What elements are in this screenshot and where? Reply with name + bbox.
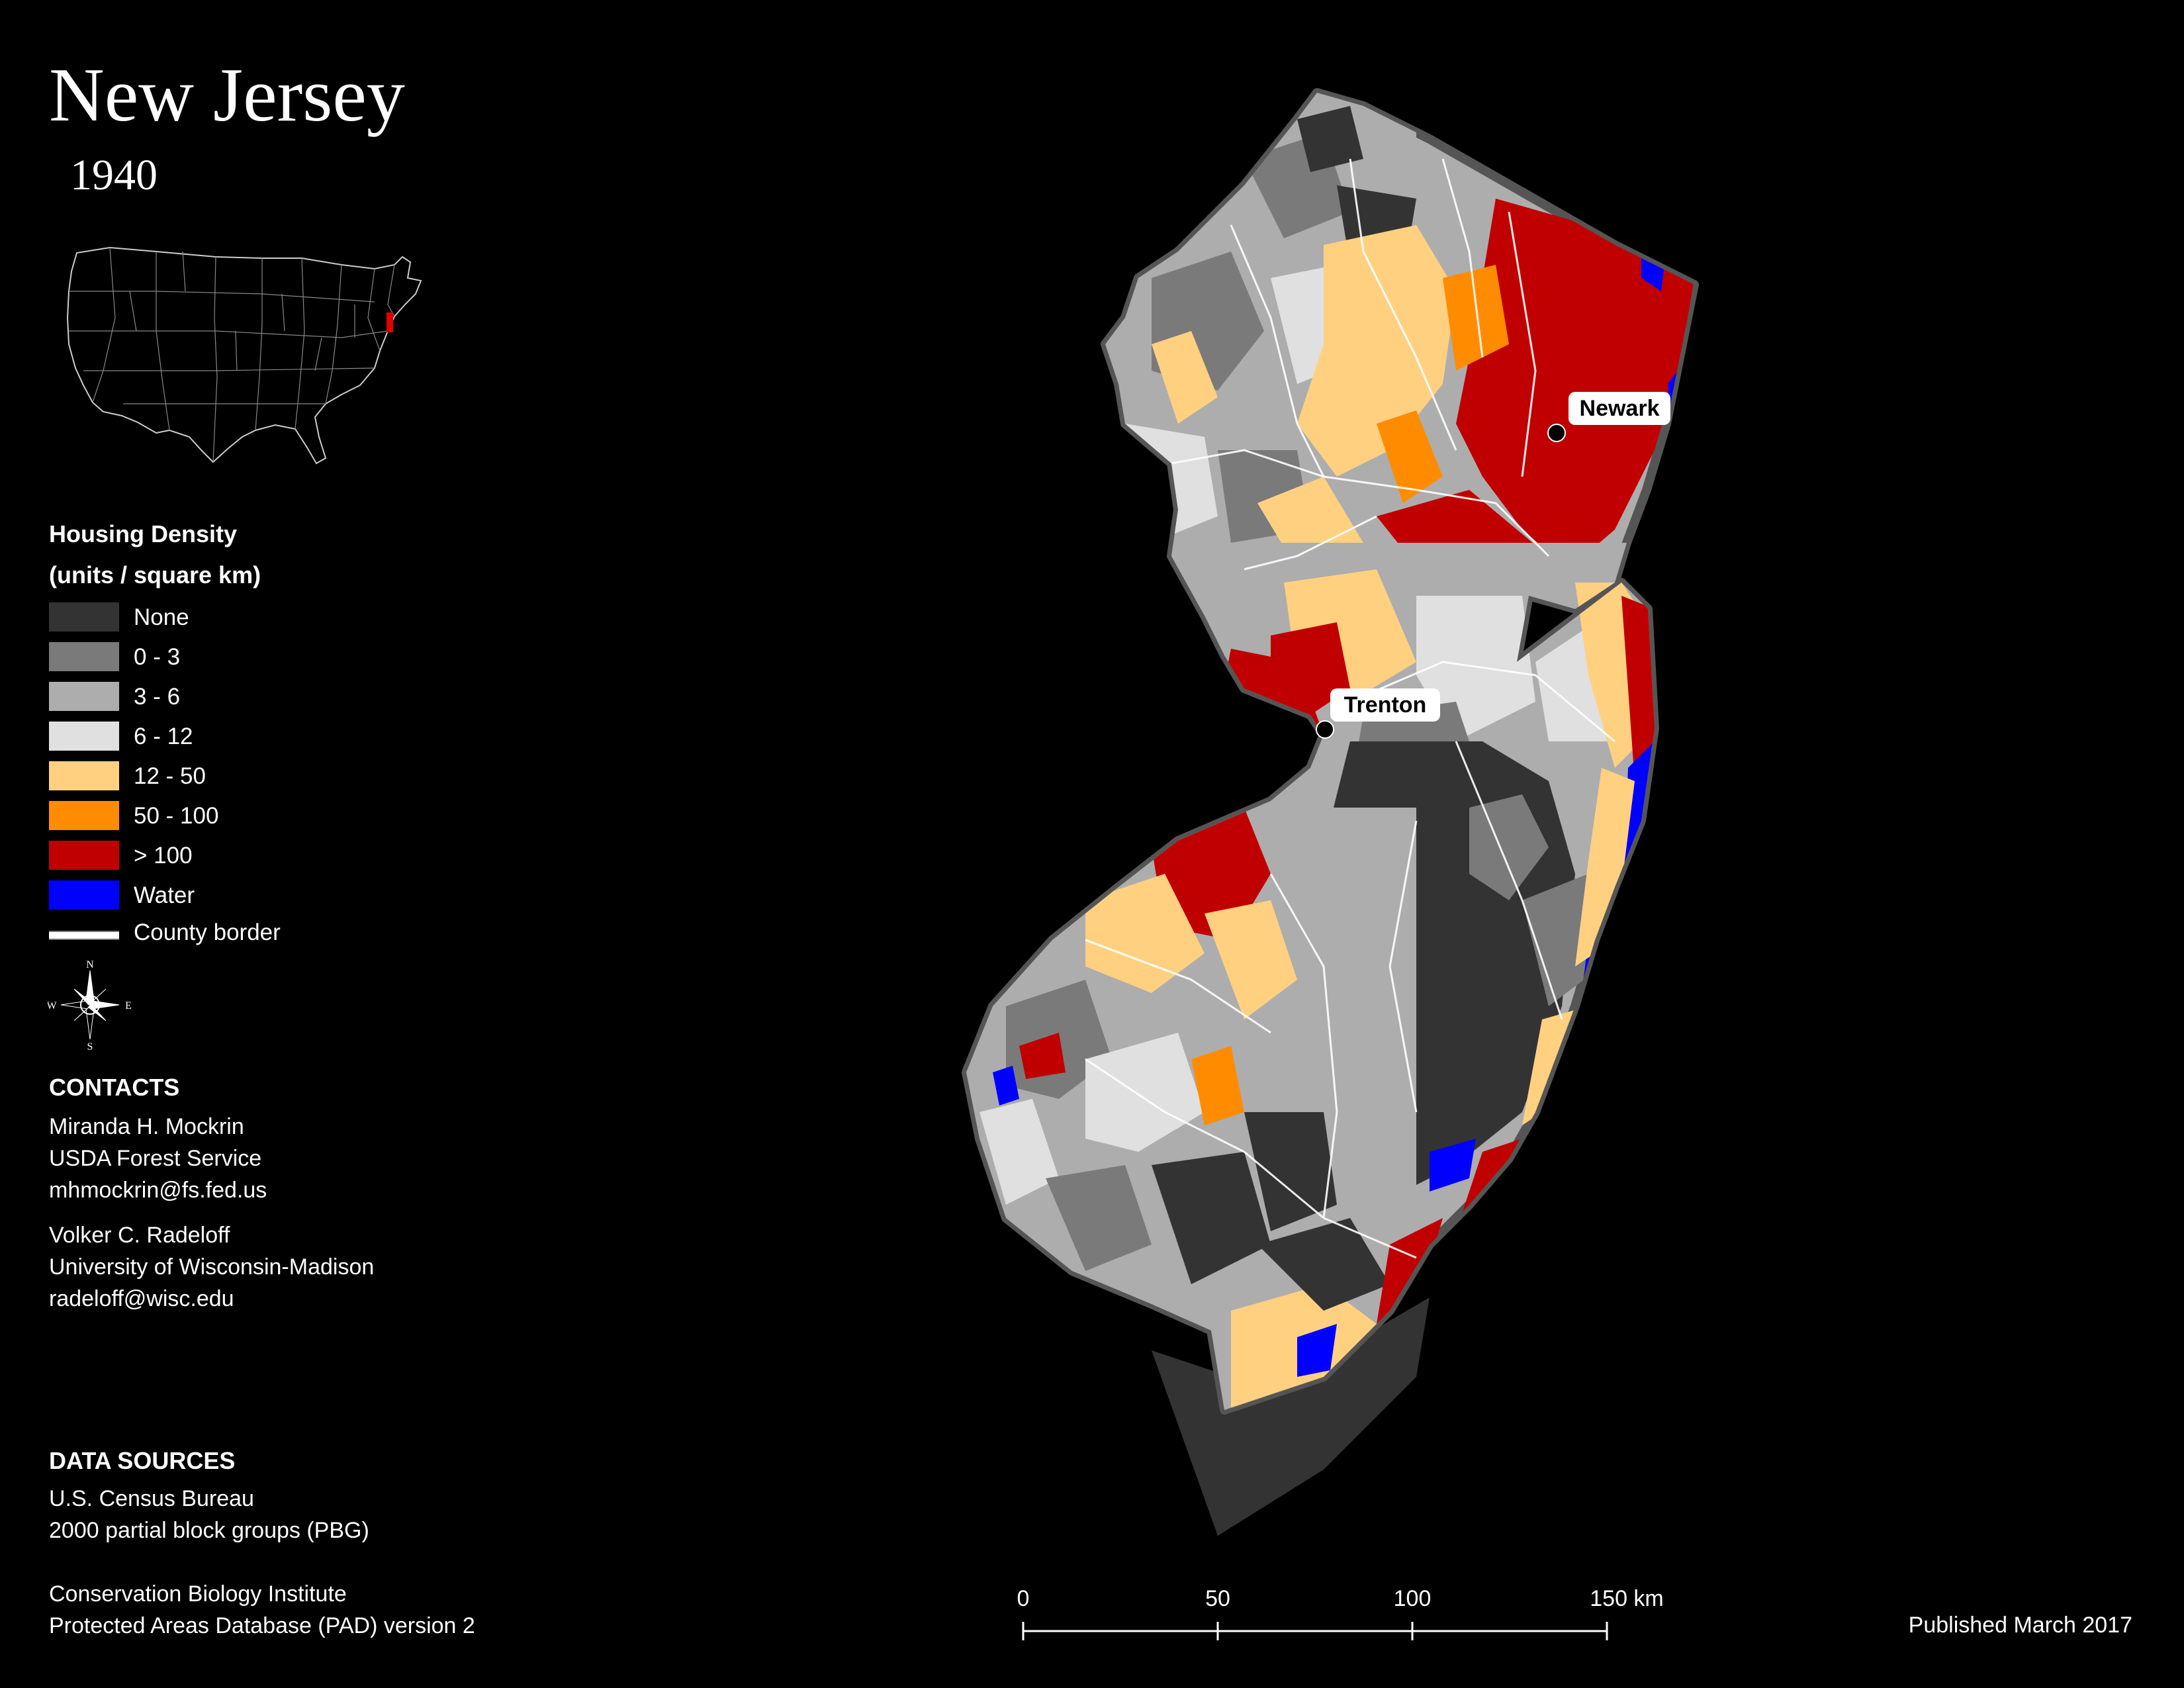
scale-tick-label: 50 bbox=[1205, 1586, 1230, 1611]
legend-item-county-border: County border bbox=[49, 919, 446, 959]
scale-tick-label: 100 bbox=[1394, 1586, 1432, 1611]
legend-item-3-6: 3 - 6 bbox=[49, 680, 446, 720]
contact-block-1: Miranda H. Mockrin USDA Forest Service m… bbox=[49, 1111, 267, 1206]
compass-n: N bbox=[86, 959, 94, 970]
legend-label: County border bbox=[134, 919, 281, 945]
legend-item-50-100: 50 - 100 bbox=[49, 800, 446, 839]
legend-swatch bbox=[49, 801, 119, 830]
legend-title: Housing Density (units / square km) bbox=[49, 514, 261, 596]
legend-label: 3 - 6 bbox=[134, 684, 181, 710]
data-source-line: 2000 partial block groups (PBG) bbox=[49, 1518, 369, 1543]
new-jersey-highlight bbox=[387, 312, 393, 332]
city-label: Trenton bbox=[1344, 692, 1427, 718]
county-border-swatch bbox=[49, 931, 119, 940]
legend-item-0-3: 0 - 3 bbox=[49, 641, 446, 680]
legend-swatch bbox=[49, 722, 119, 751]
map-title: New Jersey bbox=[49, 53, 405, 138]
legend-label: 0 - 3 bbox=[134, 644, 181, 670]
us-state-lines bbox=[69, 247, 395, 463]
city-label: Newark bbox=[1580, 396, 1660, 421]
legend-swatch bbox=[49, 682, 119, 711]
published-date: Published March 2017 bbox=[1908, 1613, 2132, 1638]
data-source-block-1: U.S. Census Bureau 2000 partial block gr… bbox=[49, 1483, 369, 1546]
us-outline bbox=[66, 246, 422, 465]
data-source-block-2: Conservation Biology Institute Protected… bbox=[49, 1578, 475, 1642]
scale-tick-label: 150 km bbox=[1590, 1586, 1664, 1611]
city-marker-trenton[interactable]: Trenton bbox=[1316, 688, 1440, 739]
contact-block-2: Volker C. Radeloff University of Wiscons… bbox=[49, 1219, 374, 1315]
compass-s: S bbox=[87, 1041, 93, 1051]
legend-item-6-12: 6 - 12 bbox=[49, 720, 446, 760]
legend-item-over-100: > 100 bbox=[49, 839, 446, 879]
legend-label: None bbox=[134, 604, 189, 630]
contact-org: University of Wisconsin-Madison bbox=[49, 1254, 375, 1280]
legend-swatch bbox=[49, 642, 119, 671]
legend-item-water: Water bbox=[49, 879, 446, 919]
legend-swatch bbox=[49, 602, 119, 632]
legend: None 0 - 3 3 - 6 6 - 12 12 - 50 50 - 100… bbox=[49, 601, 446, 959]
legend-swatch bbox=[49, 841, 119, 870]
data-sources-heading: DATA SOURCES bbox=[49, 1447, 236, 1474]
contact-name: Miranda H. Mockrin bbox=[49, 1114, 244, 1139]
legend-item-none: None bbox=[49, 601, 446, 641]
contact-name: Volker C. Radeloff bbox=[49, 1223, 230, 1248]
legend-title-line-2: (units / square km) bbox=[49, 561, 261, 588]
legend-label: Water bbox=[134, 882, 195, 908]
legend-label: 50 - 100 bbox=[134, 803, 219, 829]
legend-title-line-1: Housing Density bbox=[49, 520, 238, 547]
contact-email[interactable]: radeloff@wisc.edu bbox=[49, 1286, 234, 1311]
county-borders bbox=[1085, 158, 1615, 1259]
contacts-heading: CONTACTS bbox=[49, 1074, 180, 1101]
scale-bar: 0 50 100 150 km bbox=[1017, 1586, 1664, 1640]
map-year: 1940 bbox=[70, 151, 158, 199]
us-inset-map bbox=[66, 246, 422, 465]
legend-label: 6 - 12 bbox=[134, 724, 193, 749]
legend-swatch bbox=[49, 761, 119, 790]
legend-item-12-50: 12 - 50 bbox=[49, 760, 446, 800]
data-source-line: U.S. Census Bureau bbox=[49, 1486, 254, 1511]
compass-rose-icon: N S W E bbox=[48, 959, 132, 1051]
contact-org: USDA Forest Service bbox=[49, 1146, 262, 1171]
compass-e: E bbox=[125, 1000, 132, 1011]
contact-email[interactable]: mhmockrin@fs.fed.us bbox=[49, 1178, 267, 1203]
data-source-line: Protected Areas Database (PAD) version 2 bbox=[49, 1613, 475, 1638]
legend-label: > 100 bbox=[134, 843, 193, 868]
legend-swatch bbox=[49, 880, 119, 910]
legend-label: 12 - 50 bbox=[134, 763, 206, 789]
city-marker-newark[interactable]: Newark bbox=[1547, 392, 1670, 442]
offshore-shadow bbox=[1152, 1297, 1430, 1536]
compass-w: W bbox=[48, 1000, 57, 1011]
new-jersey-map: Newark Trenton bbox=[962, 88, 1699, 1536]
scale-tick-label: 0 bbox=[1017, 1586, 1030, 1611]
data-source-line: Conservation Biology Institute bbox=[49, 1581, 347, 1607]
